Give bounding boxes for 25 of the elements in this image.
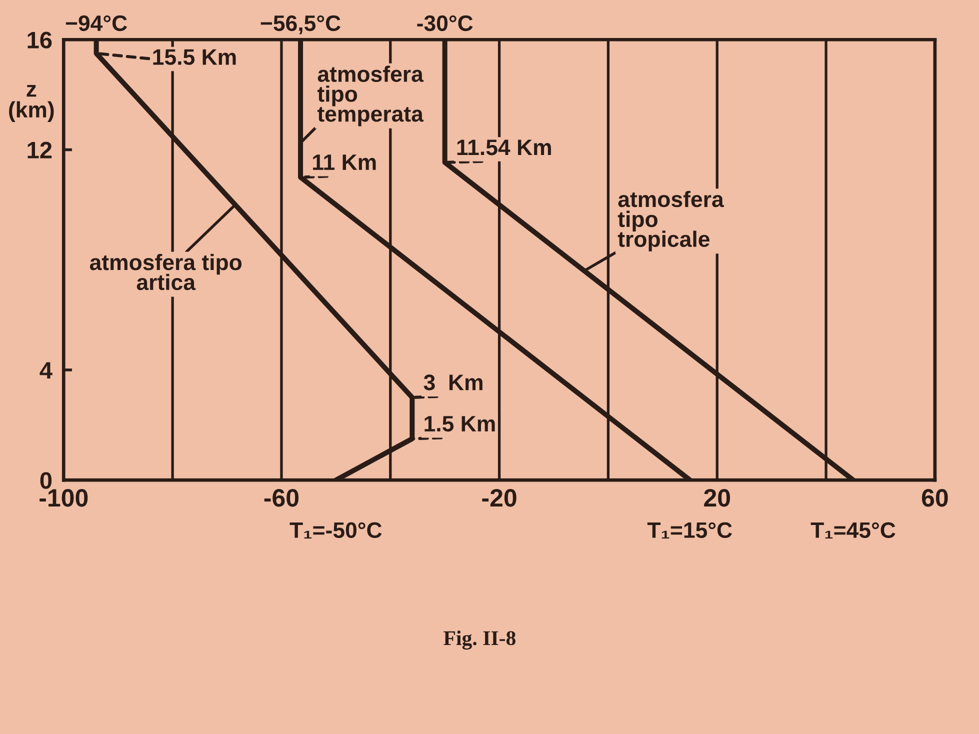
annotation: T₁=45°C — [810, 522, 896, 538]
text: Fig. II-8 — [444, 630, 516, 650]
annotation: T₁=15°C — [647, 522, 732, 538]
x-tick-label: 60 — [922, 489, 948, 507]
annotation: 3 Km — [424, 374, 482, 390]
y-tick-label: 4 — [40, 362, 52, 378]
y-tick-label: 0 — [40, 472, 52, 489]
series-label: atmosfera tipo temperata — [317, 66, 424, 126]
y-axis-title: z (km) — [9, 84, 54, 122]
annotation: −94°C — [66, 15, 128, 32]
y-tick-label: 16 — [28, 32, 52, 48]
series-label: atmosfera tipo tropicale — [618, 190, 724, 252]
legend-label: atmosfera tipo artica — [90, 254, 242, 290]
x-tick-label: -20 — [482, 489, 516, 507]
annotation: 1.5 Km — [424, 416, 495, 432]
x-tick-label: 20 — [704, 489, 730, 507]
y-tick-label: 12 — [28, 142, 52, 158]
annotation: −56,5°C — [260, 15, 340, 34]
annotation: 11 Km — [313, 154, 376, 170]
annotation: -30°C — [417, 15, 473, 32]
annotation: 15.5 Km — [153, 49, 236, 65]
x-tick-label: -100 — [40, 489, 88, 507]
x-tick-label: -60 — [264, 489, 299, 507]
annotation: T₁=-50°C — [290, 522, 382, 538]
annotation: 11.54 Km — [457, 140, 551, 156]
